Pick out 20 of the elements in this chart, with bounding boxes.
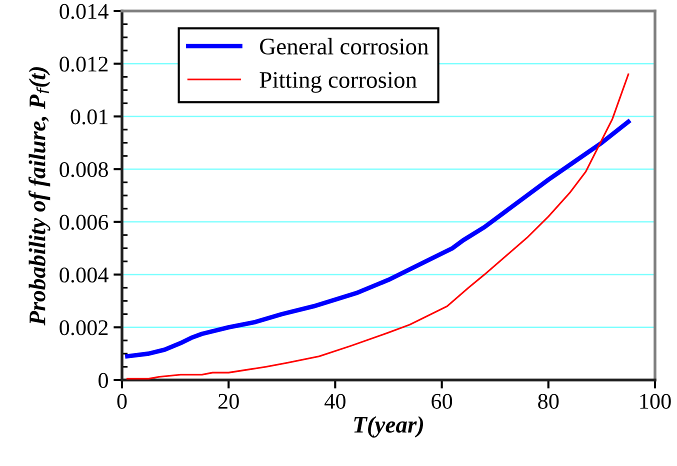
- x-tick-label: 80: [538, 394, 559, 409]
- y-tick-label: 0.006: [60, 214, 108, 230]
- x-tick-label: 0: [117, 394, 127, 409]
- x-tick-label: 60: [432, 394, 452, 409]
- x-tick-label: 40: [324, 394, 346, 409]
- x-tick-label: 100: [640, 394, 671, 409]
- y-tick-label: 0.012: [60, 56, 108, 72]
- y-axis-title: Probability of failure, P$_{f}$(t): [28, 67, 50, 326]
- y-tick-label: 0.002: [60, 320, 108, 336]
- y-tick-label: 0.01: [70, 109, 108, 124]
- legend-label: Pitting corrosion: [260, 72, 417, 93]
- line-series: [125, 119, 631, 359]
- legend-label: General corrosion: [260, 38, 429, 55]
- y-tick-label: 0: [98, 372, 108, 388]
- y-tick-label: 0.014: [60, 4, 108, 20]
- y-tick-label: 0.004: [60, 268, 108, 283]
- y-tick-label: 0.008: [60, 162, 108, 178]
- x-tick-label: 20: [218, 394, 239, 409]
- line-series: [126, 73, 630, 380]
- x-axis-title: T(year): [354, 416, 424, 438]
